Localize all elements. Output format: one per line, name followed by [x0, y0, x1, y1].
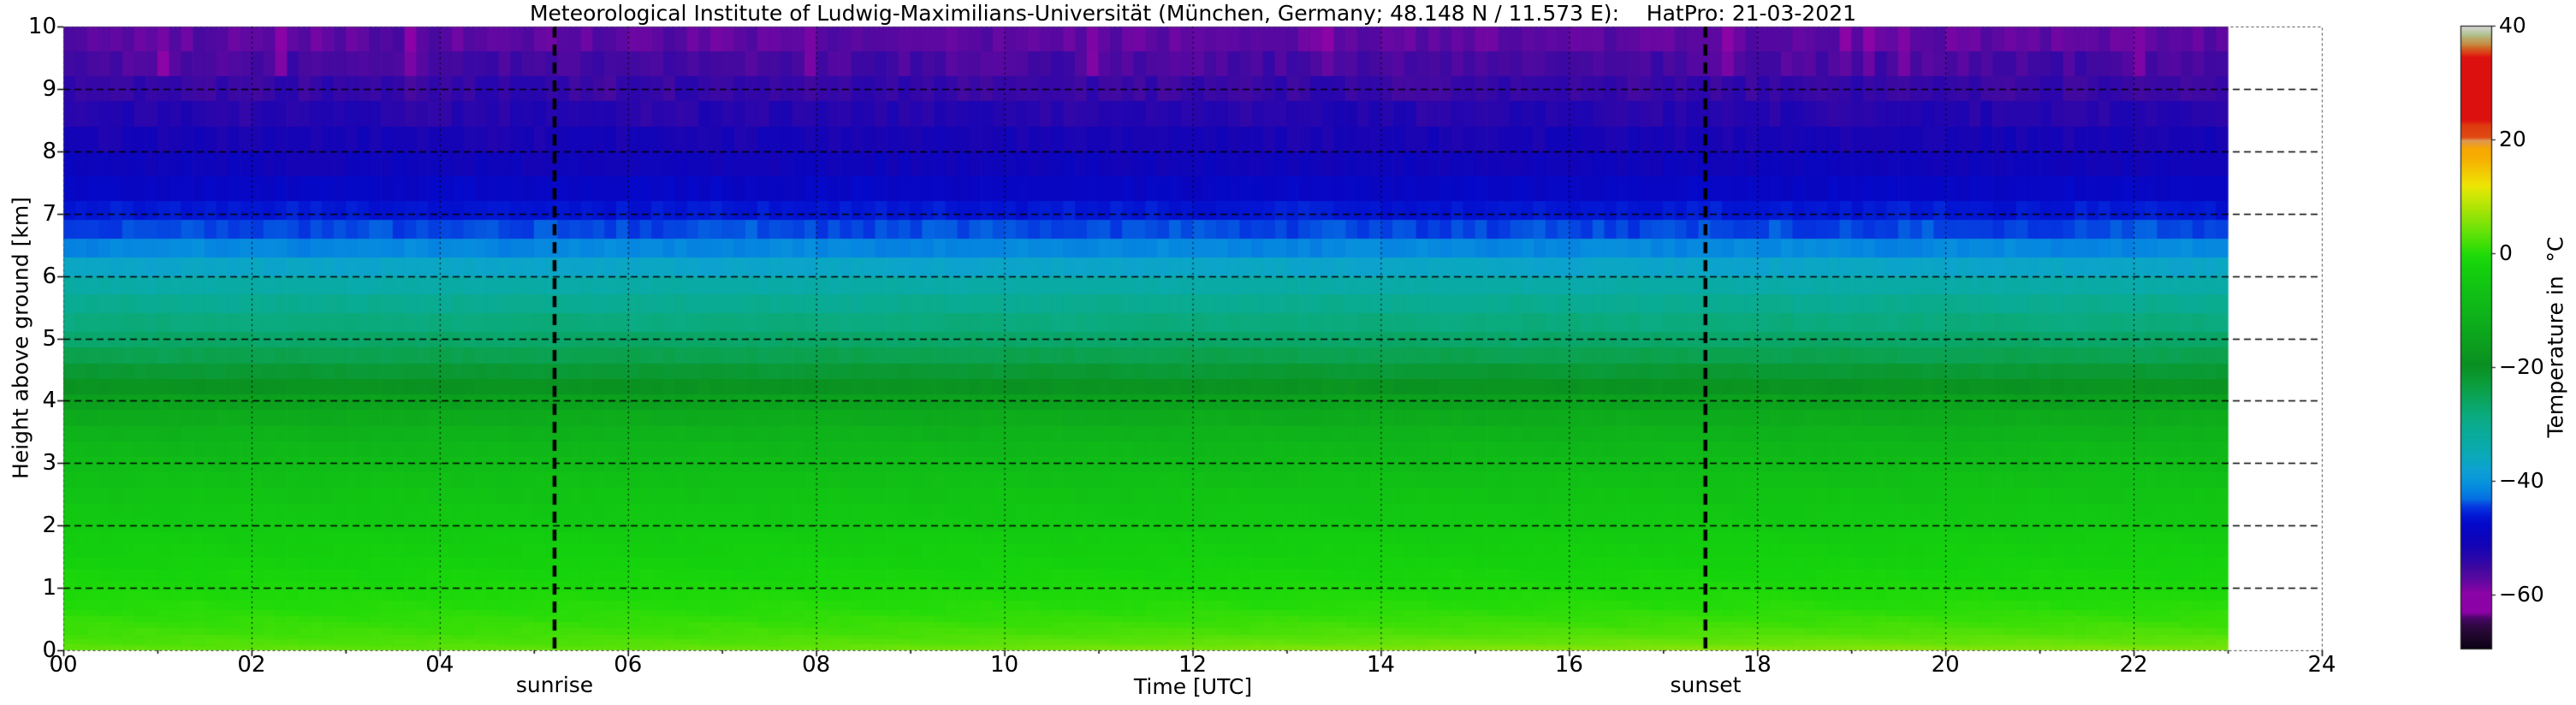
colorbar-label: Temperature in °C	[2543, 236, 2568, 438]
x-tick-label: 24	[2307, 652, 2336, 678]
y-tick-label: 6	[42, 263, 56, 289]
x-tick-label: 20	[1931, 652, 1960, 678]
y-tick-label: 1	[42, 575, 56, 601]
y-tick-label: 7	[42, 200, 56, 227]
colorbar-tick-label: −20	[2499, 354, 2544, 380]
colorbar-tick-label: −40	[2499, 468, 2544, 494]
colorbar-tick-label: 20	[2499, 127, 2526, 152]
y-tick-label: 5	[42, 325, 56, 352]
sunset-label: sunset	[1670, 672, 1742, 697]
x-tick-label: 10	[990, 652, 1019, 678]
y-tick-label: 0	[42, 637, 56, 663]
colorbar-tick-label: 40	[2499, 13, 2526, 38]
colorbar-tick-label: −60	[2499, 582, 2544, 607]
x-tick-label: 06	[614, 652, 643, 678]
x-tick-label: 22	[2119, 652, 2148, 678]
x-tick-label: 16	[1554, 652, 1583, 678]
y-tick-label: 2	[42, 512, 56, 539]
x-axis-label: Time [UTC]	[1133, 674, 1253, 699]
y-tick-label: 10	[27, 14, 56, 39]
x-tick-label: 08	[802, 652, 831, 678]
sunrise-label: sunrise	[515, 672, 594, 697]
plot-title: Meteorological Institute of Ludwig-Maxim…	[529, 1, 1857, 26]
x-tick-label: 12	[1178, 652, 1208, 678]
y-tick-label: 3	[42, 450, 56, 477]
x-tick-label: 04	[425, 652, 454, 678]
x-tick-label: 14	[1366, 652, 1395, 678]
y-tick-label: 8	[42, 138, 56, 164]
colorbar-tick-label: 0	[2499, 240, 2513, 266]
x-tick-label: 18	[1742, 652, 1772, 678]
x-tick-label: 00	[49, 652, 78, 678]
x-tick-label: 02	[237, 652, 266, 678]
y-tick-label: 9	[42, 75, 56, 102]
y-tick-label: 4	[42, 388, 56, 414]
